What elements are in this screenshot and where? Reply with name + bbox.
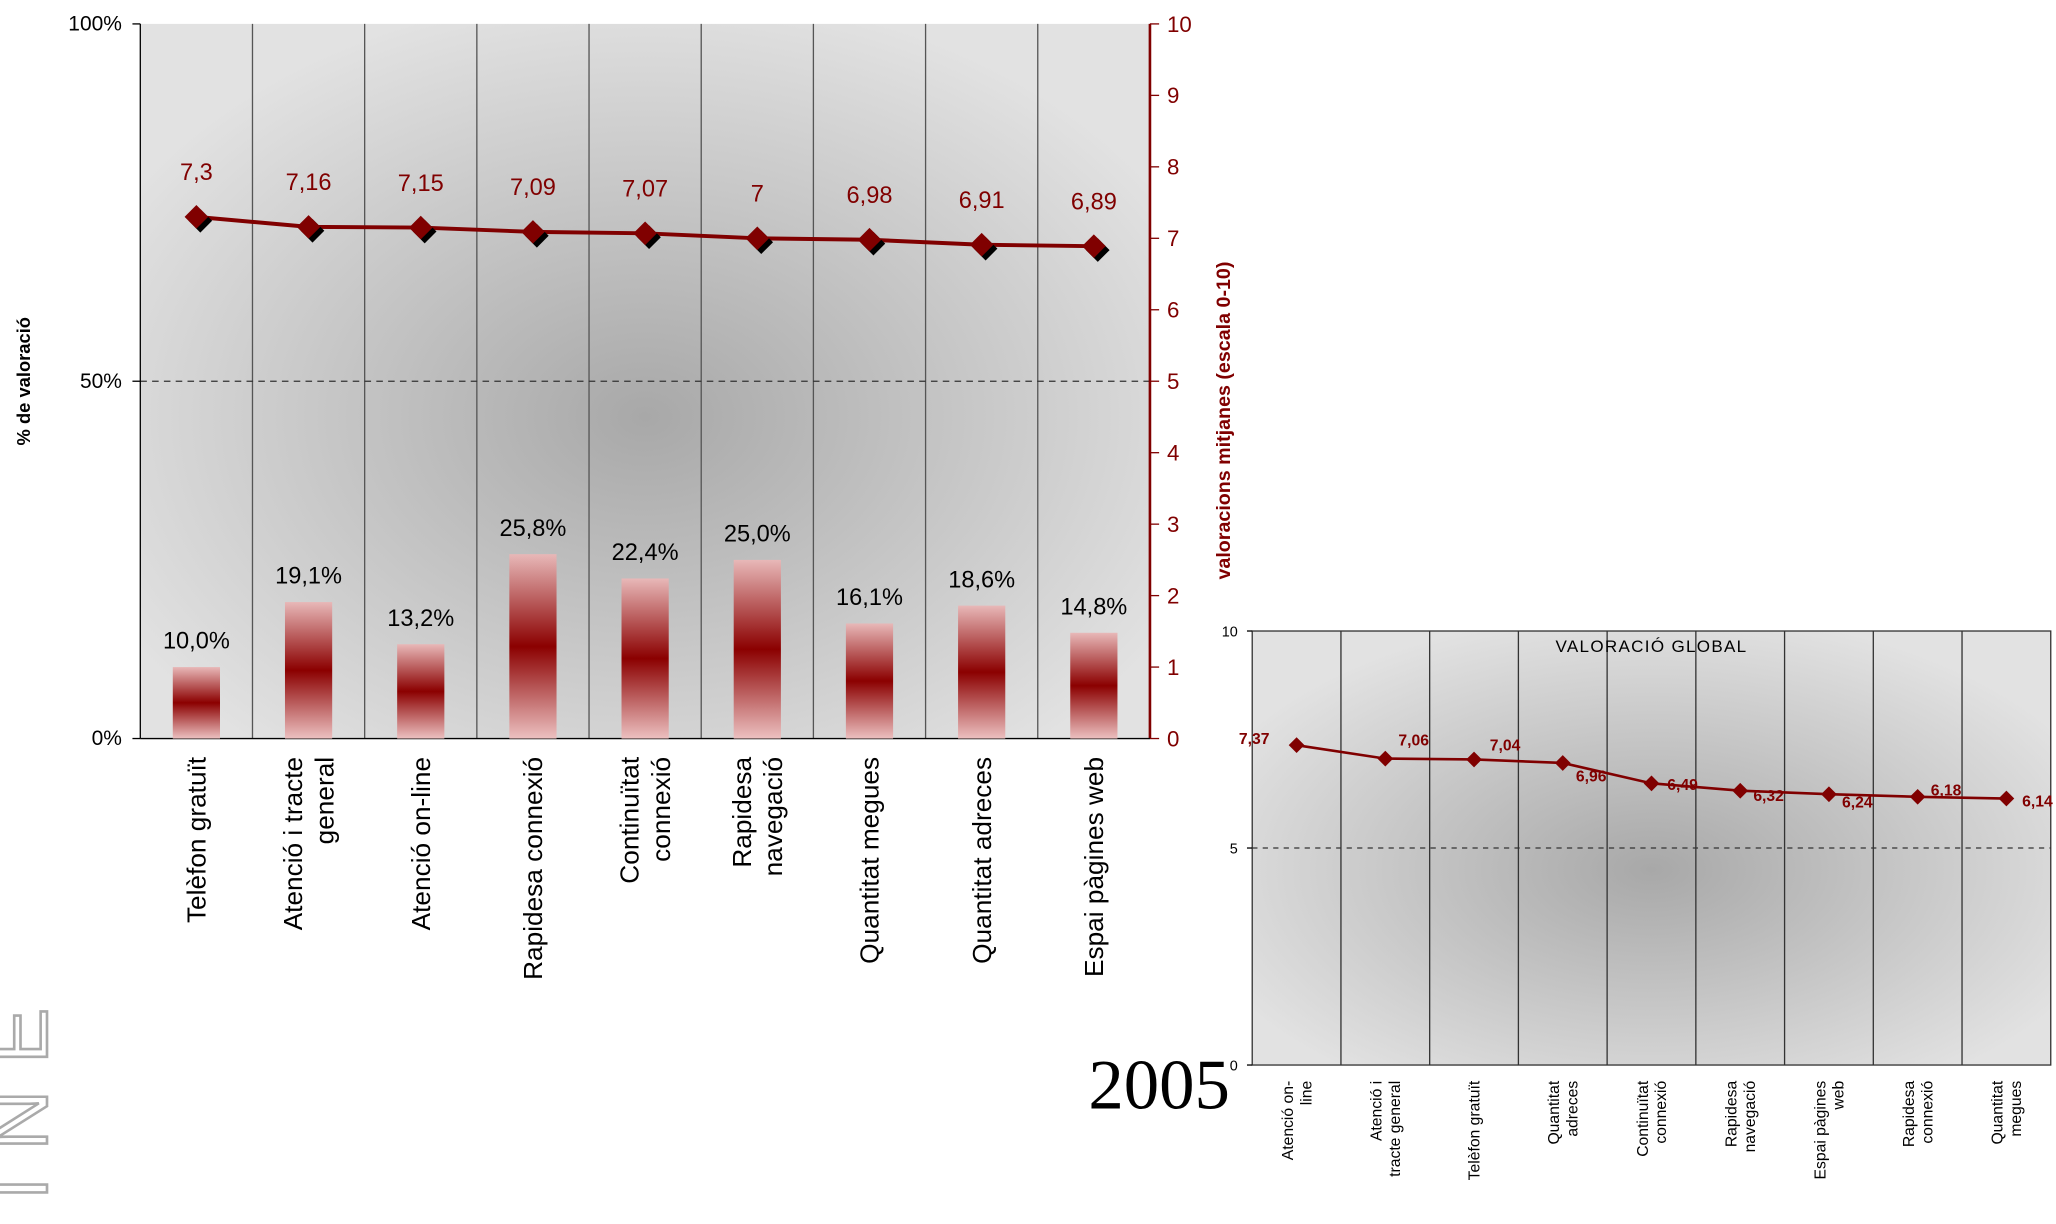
x-tick-label: Quantitatmegues [1990, 1080, 2025, 1144]
y-tick-label: 0% [92, 727, 122, 750]
y-tick-label: 10 [1222, 624, 1238, 640]
year-label: 2005 [1088, 1046, 1230, 1124]
bar [1070, 632, 1118, 739]
line-value-label: 7,06 [1398, 733, 1429, 750]
x-tick-label: Espai pàginesweb [1812, 1081, 1847, 1180]
chart-title: VALORACIÓ GLOBAL [1555, 637, 1747, 656]
line-value-label: 7,16 [286, 170, 332, 196]
side-text: INE [0, 982, 65, 1201]
line-value-label: 7,3 [180, 160, 213, 186]
x-tick-label: Atenció on-line [1280, 1081, 1315, 1161]
line-value-label: 7,07 [622, 177, 668, 203]
y2-tick-label: 5 [1167, 369, 1179, 394]
x-tick-label: Telèfon gratuït [182, 756, 212, 923]
bar-value-label: 10,0% [163, 629, 230, 655]
line-value-label: 6,89 [1071, 189, 1117, 215]
marker [969, 232, 994, 257]
x-tick-label: Atenció i tractegeneral [278, 757, 339, 930]
y2-tick-label: 2 [1167, 583, 1179, 608]
line-value-label: 6,24 [1842, 794, 1873, 811]
bar [172, 667, 220, 739]
marker [857, 227, 882, 252]
marker [1466, 751, 1482, 768]
y-tick-label: 0 [1230, 1058, 1238, 1074]
y2-tick-label: 4 [1167, 441, 1179, 466]
bar-value-label: 25,0% [724, 522, 791, 548]
line-value-label: 7,37 [1239, 731, 1270, 748]
x-tick-label: Quantitat adreces [967, 757, 997, 964]
bar [284, 602, 333, 739]
bar [958, 605, 1006, 739]
x-tick-label: Rapidesaconnexió [1901, 1081, 1936, 1148]
marker [521, 220, 545, 244]
marker [1998, 790, 2015, 807]
x-tick-label: Atenció itracte general [1369, 1081, 1404, 1177]
bar [845, 623, 894, 739]
marker [1082, 234, 1106, 258]
line-value-label: 7,04 [1490, 737, 1521, 754]
marker [1821, 786, 1837, 803]
y2-tick-label: 1 [1167, 655, 1179, 680]
y2-tick-label: 7 [1167, 226, 1179, 251]
y2-tick-label: 6 [1167, 298, 1179, 323]
x-tick-label: Rapidesanavegació [727, 756, 788, 876]
line-value-label: 6,18 [1931, 782, 1962, 799]
x-tick-label: Rapidesanavegació [1724, 1081, 1759, 1153]
bar [733, 559, 781, 739]
y2-tick-label: 9 [1167, 83, 1179, 108]
bar-value-label: 13,2% [387, 606, 454, 632]
y2-tick-label: 0 [1167, 726, 1179, 751]
line-value-label: 7,09 [510, 175, 556, 201]
marker [1909, 788, 1926, 805]
y2-tick-label: 3 [1167, 512, 1179, 537]
x-tick-label: Continuïtatconnexió [1635, 1080, 1670, 1157]
bar [397, 644, 445, 739]
marker [633, 221, 657, 246]
bar [621, 578, 669, 739]
y2-tick-label: 10 [1167, 12, 1192, 37]
bar-value-label: 25,8% [499, 516, 566, 542]
bar-value-label: 19,1% [275, 564, 342, 590]
marker [296, 215, 321, 239]
bar-value-label: 22,4% [612, 540, 679, 566]
line-value-label: 6,32 [1753, 788, 1784, 805]
marker [1288, 737, 1305, 754]
marker [184, 205, 209, 229]
x-tick-label: Continuïtatconnexió [615, 756, 676, 884]
x-tick-label: Atenció on-line [406, 757, 436, 930]
marker [1732, 782, 1749, 799]
x-tick-label: Espai pàgines web [1079, 757, 1109, 977]
y-tick-label: 50% [80, 370, 122, 393]
marker [1554, 755, 1571, 771]
marker [1377, 750, 1394, 767]
x-tick-label: Quantitatadreces [1546, 1080, 1581, 1144]
line-value-label: 6,96 [1576, 768, 1607, 785]
line-value-label: 6,91 [959, 188, 1005, 214]
line-value-label: 6,98 [847, 183, 893, 209]
marker [745, 226, 770, 251]
bar-value-label: 18,6% [948, 567, 1015, 593]
bar [509, 554, 557, 739]
bar-value-label: 16,1% [836, 585, 903, 611]
x-tick-label: Rapidesa connexió [518, 757, 548, 980]
x-tick-label: Telèfon gratuït [1467, 1080, 1484, 1180]
x-tick-label: Quantitat megues [855, 757, 885, 964]
y2-axis-label: valoracions mitjanes (escala 0-10) [1213, 262, 1235, 580]
line-value-label: 7 [751, 182, 764, 208]
line-value-label: 6,49 [1667, 777, 1698, 794]
marker [408, 215, 433, 240]
bar-value-label: 14,8% [1060, 594, 1127, 620]
y2-tick-label: 8 [1167, 155, 1179, 180]
y-axis-label: % de valoració [13, 317, 34, 445]
y-tick-label: 5 [1230, 841, 1238, 857]
line-value-label: 6,14 [2022, 793, 2053, 810]
line-value-label: 7,15 [398, 171, 444, 197]
y-tick-label: 100% [68, 12, 122, 35]
